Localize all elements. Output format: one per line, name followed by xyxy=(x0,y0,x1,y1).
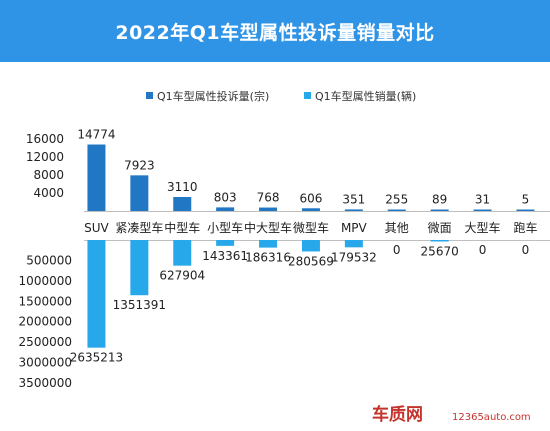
title-bar xyxy=(0,0,550,62)
complaints-data-label: 803 xyxy=(214,190,237,204)
complaints-bar xyxy=(301,208,320,211)
complaints-data-label: 7923 xyxy=(124,158,155,172)
category-label: SUV xyxy=(84,221,109,235)
lower-axis-tick-label: 3500000 xyxy=(19,376,72,390)
complaints-bar xyxy=(130,175,149,211)
sales-data-label: 0 xyxy=(522,243,530,257)
complaints-bar xyxy=(430,209,449,211)
legend-swatch-sales xyxy=(304,92,311,99)
sales-data-label: 25670 xyxy=(421,245,459,259)
complaints-data-label: 351 xyxy=(342,192,365,206)
sales-data-label: 627904 xyxy=(159,269,205,283)
category-label: 微型车 xyxy=(293,220,329,235)
lower-axis-tick-label: 3000000 xyxy=(19,356,72,370)
category-label: MPV xyxy=(341,221,368,235)
upper-axis-tick-label: 12000 xyxy=(26,150,64,164)
lower-axis-tick-label: 2500000 xyxy=(19,335,72,349)
sales-data-label: 2635213 xyxy=(70,351,123,365)
chart-title: 2022年Q1车型属性投诉量销量对比 xyxy=(115,22,435,44)
category-label: 中大型车 xyxy=(244,220,292,235)
lower-axis-tick-label: 500000 xyxy=(26,253,72,267)
complaints-bar xyxy=(344,209,363,211)
complaints-bar xyxy=(473,209,492,211)
upper-axis-tick-label: 4000 xyxy=(33,186,64,200)
sales-data-label: 186316 xyxy=(245,251,291,265)
upper-axis-tick-label: 8000 xyxy=(33,168,64,182)
complaints-data-label: 3110 xyxy=(167,180,198,194)
sales-bar xyxy=(216,240,235,246)
sales-data-label: 0 xyxy=(479,243,487,257)
legend-label-complaints: Q1车型属性投诉量(宗) xyxy=(157,89,269,103)
complaints-data-label: 606 xyxy=(299,191,322,205)
category-label: 紧凑型车 xyxy=(115,220,163,235)
sales-data-label: 280569 xyxy=(288,254,334,268)
complaints-bar xyxy=(216,207,235,211)
legend-label-sales: Q1车型属性销量(辆) xyxy=(315,89,416,103)
category-label: 大型车 xyxy=(465,220,501,235)
watermark-brand: 车质网 xyxy=(372,404,423,425)
category-label: 微面 xyxy=(428,221,452,235)
sales-data-label: 179532 xyxy=(331,250,377,264)
sales-bar xyxy=(344,240,363,248)
category-label: 跑车 xyxy=(513,220,537,235)
complaints-data-label: 14774 xyxy=(77,128,115,142)
sales-data-label: 0 xyxy=(393,243,401,257)
complaints-data-label: 5 xyxy=(522,193,530,207)
sales-bar xyxy=(87,240,106,348)
complaints-bar xyxy=(516,209,535,211)
lower-axis-tick-label: 2000000 xyxy=(19,315,72,329)
sales-bar xyxy=(173,240,192,266)
complaints-bar xyxy=(173,197,192,211)
complaints-data-label: 255 xyxy=(385,193,408,207)
complaints-data-label: 89 xyxy=(432,193,447,207)
sales-bar xyxy=(130,240,149,296)
sales-bar xyxy=(430,240,449,242)
lower-axis-tick-label: 1500000 xyxy=(19,294,72,308)
legend-swatch-complaints xyxy=(146,92,153,99)
sales-bar xyxy=(301,240,320,252)
watermark-site: 12365auto.com xyxy=(452,412,531,423)
complaints-bar xyxy=(259,207,278,211)
upper-axis-tick-label: 16000 xyxy=(26,132,64,146)
category-label: 小型车 xyxy=(207,220,243,235)
lower-axis-tick-label: 1000000 xyxy=(19,274,72,288)
sales-bar xyxy=(259,240,278,248)
complaints-data-label: 31 xyxy=(475,193,490,207)
complaints-bar xyxy=(387,209,406,211)
complaints-bar xyxy=(87,144,106,211)
category-label: 中型车 xyxy=(164,220,200,235)
sales-data-label: 1351391 xyxy=(113,298,166,312)
category-label: 其他 xyxy=(385,221,409,235)
sales-data-label: 143361 xyxy=(202,249,248,263)
complaints-data-label: 768 xyxy=(257,191,280,205)
